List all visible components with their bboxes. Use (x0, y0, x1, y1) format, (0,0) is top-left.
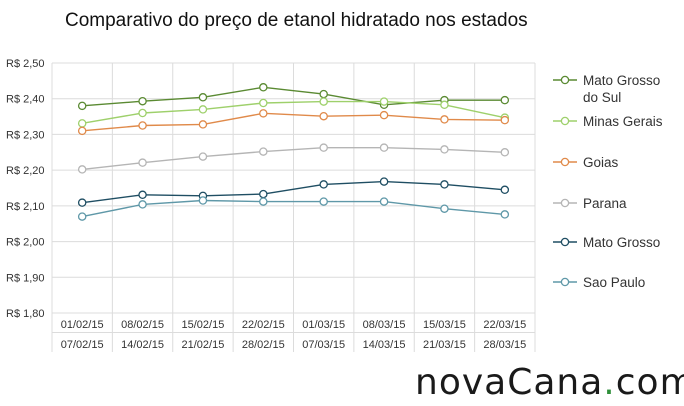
series-line (82, 180, 505, 204)
data-point (500, 115, 510, 125)
data-point (319, 89, 328, 99)
data-point (138, 108, 147, 118)
data-point (319, 143, 328, 152)
x-tick-label-end: 28/02/15 (242, 339, 285, 351)
series-line (82, 199, 505, 218)
x-tick-label-start: 01/02/15 (61, 319, 104, 331)
y-tick-label: R$ 2,30 (6, 129, 45, 141)
legend-marker (560, 277, 570, 287)
data-point (198, 105, 208, 114)
data-point (259, 189, 268, 199)
legend-marker (560, 157, 570, 167)
data-point (198, 152, 208, 161)
data-point (259, 197, 268, 206)
data-point (319, 180, 328, 189)
brand-prefix: nova (415, 362, 508, 403)
legend: Mato Grosso do Sul Minas Gerais Goias Parana… (553, 73, 663, 290)
x-tick-label-end: 14/02/15 (121, 339, 164, 351)
y-tick-label: R$ 2,10 (6, 201, 45, 213)
legend-label: Parana (583, 196, 627, 211)
data-point (138, 158, 147, 167)
data-point (259, 109, 268, 118)
x-tick-label-start: 01/03/15 (302, 319, 345, 331)
data-point (138, 190, 147, 200)
data-point (379, 97, 389, 106)
data-point (77, 101, 87, 111)
data-point (440, 100, 449, 110)
x-tick-label-start: 15/03/15 (423, 319, 466, 331)
data-point (440, 180, 449, 189)
data-point (259, 83, 268, 92)
data-point (138, 96, 147, 106)
data-point (440, 145, 449, 154)
y-axis-ticks: R$ 1,80 R$ 1,90 R$ 2,00 R$ 2,10 R$ 2,20 R$ 2,… (6, 58, 45, 320)
legend-marker (560, 116, 570, 126)
data-point (138, 121, 147, 130)
data-point (198, 93, 208, 102)
data-point (319, 111, 328, 121)
data-point (500, 148, 510, 157)
y-tick-label: R$ 2,50 (6, 58, 45, 70)
x-tick-label-start: 22/03/15 (483, 319, 526, 331)
data-point (379, 143, 389, 152)
legend-label: Mato Grosso (583, 235, 660, 250)
legend-marker (560, 237, 570, 247)
y-tick-label: R$ 1,80 (6, 308, 45, 320)
data-point (379, 110, 389, 120)
legend-marker (560, 75, 570, 85)
series-lines (77, 83, 510, 221)
data-point (259, 98, 268, 108)
y-tick-label: R$ 1,90 (6, 272, 45, 284)
legend-label: Sao Paulo (583, 275, 645, 290)
data-point (500, 95, 510, 105)
legend-label: Mato Grosso do Sul (583, 73, 660, 105)
x-tick-label-end: 21/03/15 (423, 339, 466, 351)
data-point (379, 177, 389, 186)
series-line (82, 112, 505, 132)
series-line (82, 146, 505, 171)
x-axis-ticks: 01/02/15 07/02/15 08/02/15 14/02/15 15/02/15… (61, 319, 526, 351)
data-point (500, 210, 510, 219)
x-tick-label-end: 07/03/15 (302, 339, 345, 351)
data-point (198, 120, 208, 129)
data-point (259, 147, 268, 156)
data-point (77, 126, 87, 136)
x-tick-label-start: 08/02/15 (121, 319, 164, 331)
novacana-logo: novaCana.com (415, 362, 684, 403)
legend-marker (560, 198, 570, 208)
data-point (500, 185, 510, 195)
data-point (138, 200, 147, 209)
data-point (198, 196, 208, 205)
brand-dot: . (603, 362, 616, 403)
brand-tld: com (615, 362, 684, 403)
data-point (77, 212, 87, 221)
data-point (319, 97, 328, 106)
brand-suffix: Cana (507, 362, 604, 403)
data-point (77, 119, 87, 128)
y-tick-label: R$ 2,20 (6, 165, 45, 177)
x-tick-label-start: 08/03/15 (363, 319, 406, 331)
chart-title: Comparativo do preço de etanol hidratado… (65, 10, 528, 31)
grid-lines (51, 62, 536, 352)
x-tick-label-end: 28/03/15 (483, 339, 526, 351)
data-point (77, 198, 87, 207)
y-tick-label: R$ 2,40 (6, 94, 45, 106)
legend-label: Minas Gerais (583, 114, 663, 129)
data-point (319, 197, 328, 206)
x-tick-label-start: 22/02/15 (242, 319, 285, 331)
series-line (82, 100, 505, 125)
data-point (440, 115, 449, 124)
x-tick-label-end: 14/03/15 (363, 339, 406, 351)
legend-label: Goias (583, 155, 619, 170)
x-tick-label-end: 21/02/15 (182, 339, 225, 351)
x-tick-label-end: 07/02/15 (61, 339, 104, 351)
data-point (440, 204, 449, 213)
y-tick-label: R$ 2,00 (6, 237, 45, 249)
series-line (82, 86, 505, 107)
data-point (77, 165, 87, 174)
data-point (379, 197, 389, 206)
x-tick-label-start: 15/02/15 (182, 319, 225, 331)
